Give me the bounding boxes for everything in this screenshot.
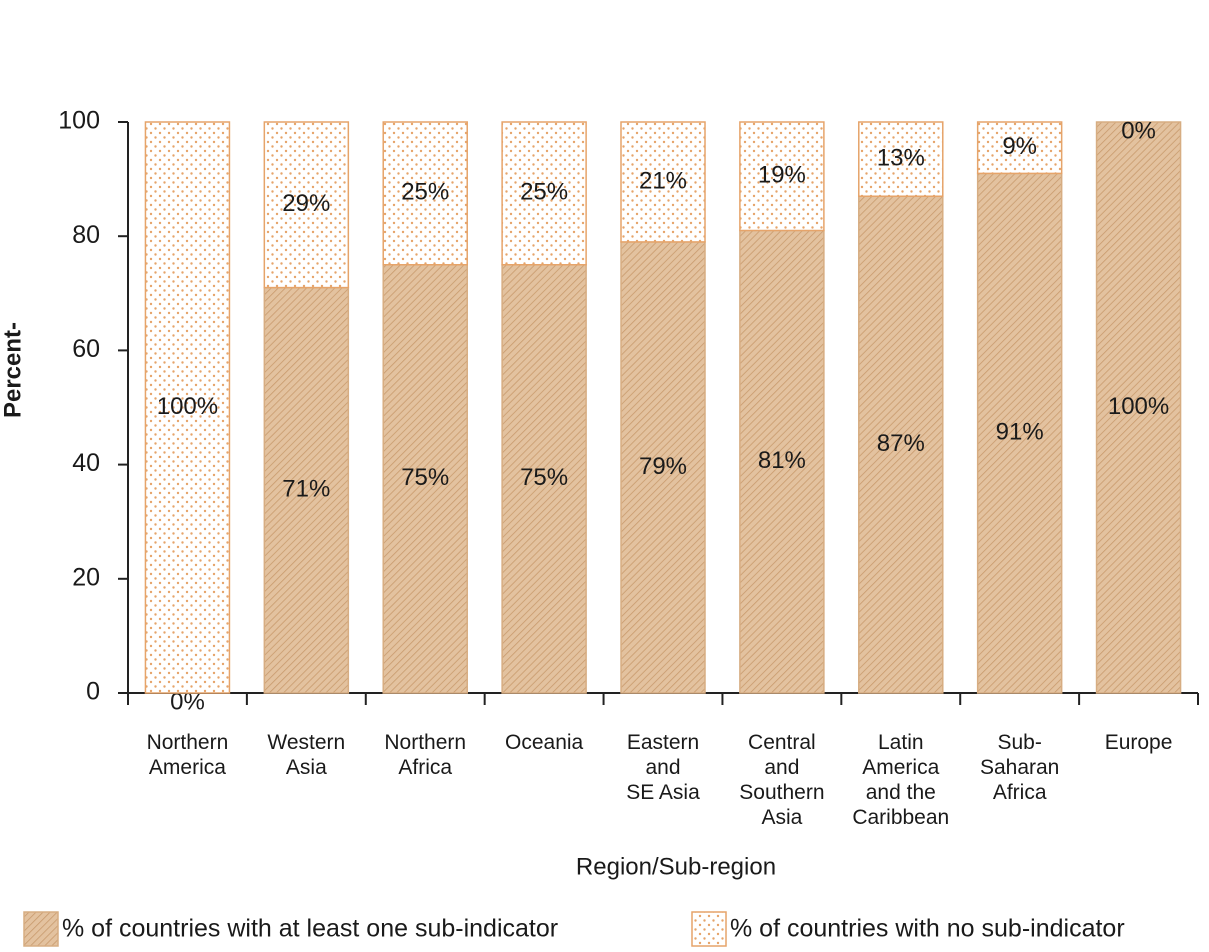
- x-tick-label-line: Europe: [1105, 731, 1173, 754]
- x-tick-label: Latin America and the Caribbean: [852, 731, 949, 829]
- value-label: 100%: [1108, 393, 1169, 420]
- legend-swatch: [23, 911, 59, 947]
- bar-segment: [858, 121, 944, 197]
- x-tick-label: Northern America: [147, 731, 229, 779]
- x-tick-label-line: Caribbean: [852, 806, 949, 829]
- legend-label: % of countries with at least one sub-ind…: [62, 915, 558, 943]
- legend-label: % of countries with no sub-indicator: [730, 915, 1125, 943]
- y-tick-label: 100: [58, 107, 100, 135]
- x-tick-label: Northern Africa: [384, 731, 466, 779]
- x-tick-label-line: America: [862, 756, 939, 779]
- value-label: 13%: [877, 144, 925, 171]
- x-tick-label-line: Northern: [384, 731, 466, 754]
- bar-segment: [501, 264, 587, 694]
- x-tick-label-line: America: [149, 756, 226, 779]
- value-label: 91%: [996, 419, 1044, 446]
- bar-segment: [382, 121, 468, 266]
- value-label: 100%: [157, 393, 218, 420]
- x-tick-label: Oceania: [505, 731, 584, 754]
- x-tick-label-line: and: [764, 756, 799, 779]
- x-tick-label-line: and: [645, 756, 680, 779]
- y-tick-label: 20: [72, 563, 100, 591]
- value-label: 25%: [520, 179, 568, 206]
- value-label: 9%: [1002, 133, 1037, 160]
- value-label: 81%: [758, 447, 806, 474]
- x-tick-label: Eastern and SE Asia: [626, 731, 700, 804]
- value-label: 19%: [758, 162, 806, 189]
- x-tick-label-line: Western: [267, 731, 345, 754]
- bar-segment: [263, 121, 350, 289]
- y-tick-label: 80: [72, 221, 100, 249]
- x-tick-label-line: Oceania: [505, 731, 584, 754]
- bar-segment: [858, 195, 944, 694]
- x-tick-label-line: Central: [748, 731, 816, 754]
- bar-segment: [739, 121, 825, 232]
- value-label: 29%: [282, 190, 330, 217]
- x-tick-label-line: Sub-: [997, 731, 1041, 754]
- y-tick-label: 40: [72, 449, 100, 477]
- bar-segment: [976, 172, 1063, 694]
- value-label: 71%: [282, 476, 330, 503]
- x-axis-label: Region/Sub-region: [576, 853, 776, 880]
- x-tick-label: Sub-Saharan Africa: [980, 731, 1059, 804]
- value-label: 75%: [401, 464, 449, 491]
- bar-segment: [739, 229, 825, 694]
- x-tick-label: Europe: [1105, 731, 1173, 754]
- x-tick-label-line: Eastern: [627, 731, 699, 754]
- bar-segment: [144, 121, 231, 694]
- x-tick-label: Western Asia: [267, 731, 345, 779]
- y-tick-label: 60: [72, 335, 100, 363]
- value-label: 87%: [877, 430, 925, 457]
- value-label: 79%: [639, 453, 687, 480]
- x-tick-label-line: Africa: [993, 781, 1047, 804]
- x-tick-label-line: SE Asia: [626, 781, 700, 804]
- x-tick-label-line: Northern: [147, 731, 229, 754]
- x-tick-label-line: Southern: [739, 781, 824, 804]
- y-tick-label: 0: [86, 678, 100, 706]
- value-label: 75%: [520, 464, 568, 491]
- bar-segment: [501, 121, 587, 266]
- bar-segment: [263, 286, 350, 694]
- x-tick-label-line: Asia: [761, 806, 802, 829]
- x-tick-label-line: Asia: [286, 756, 327, 779]
- x-tick-label-line: Latin: [878, 731, 924, 754]
- y-axis-label: Percent-: [0, 322, 26, 418]
- x-tick-label-line: Saharan: [980, 756, 1059, 779]
- bar-segment: [976, 121, 1063, 175]
- x-tick-label: Central and Southern Asia: [739, 731, 824, 829]
- bar-segment: [1095, 121, 1182, 694]
- value-label: 21%: [639, 167, 687, 194]
- value-label: 0%: [1121, 117, 1156, 144]
- value-label: 25%: [401, 179, 449, 206]
- x-tick-label-line: and the: [866, 781, 936, 804]
- legend-swatch: [691, 911, 727, 947]
- bar-segment: [620, 241, 706, 694]
- bar-segment: [620, 121, 706, 243]
- x-tick-label-line: Africa: [398, 756, 452, 779]
